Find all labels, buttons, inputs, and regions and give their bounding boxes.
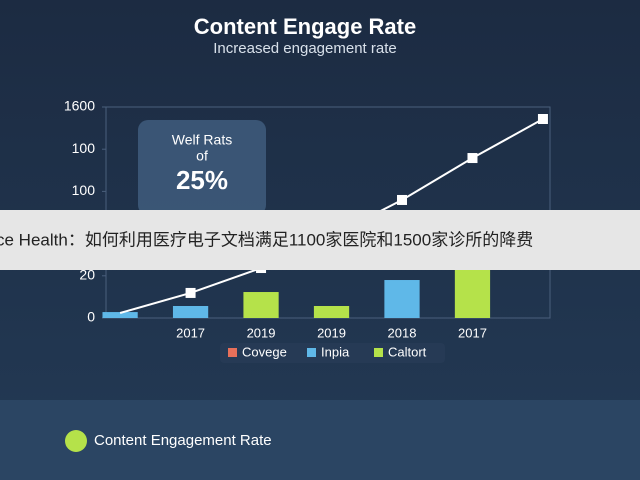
y-tick-label: 100 <box>72 140 96 156</box>
bar <box>384 280 420 318</box>
y-tick-label: 20 <box>79 267 95 283</box>
legend-label: Caltort <box>388 344 427 359</box>
bar <box>172 305 209 318</box>
callout-text: Welf Rats <box>172 132 232 148</box>
chart-title: Content Engage Rate <box>194 14 416 39</box>
banner <box>0 210 640 270</box>
footer-icon <box>65 430 87 452</box>
line-marker <box>467 153 478 164</box>
banner-text: ce Health：如何利用医疗电子文档满足1100家医院和1500家诊所的降费 <box>0 230 533 249</box>
bar <box>313 305 350 318</box>
callout-value: 25% <box>176 165 228 195</box>
legend-box <box>220 343 445 363</box>
callout-box <box>138 120 266 215</box>
legend-swatch <box>374 348 383 357</box>
legend-label: Covege <box>242 344 287 359</box>
line-marker <box>537 114 548 125</box>
x-tick-label: 2019 <box>317 325 346 340</box>
bar <box>102 312 138 318</box>
y-tick-label: 100 <box>72 182 96 198</box>
bar <box>243 292 279 318</box>
x-tick-label: 2018 <box>388 325 417 340</box>
x-tick-label: 2017 <box>458 325 487 340</box>
callout-text: of <box>196 148 208 164</box>
chart-subtitle: Increased engagement rate <box>213 40 396 57</box>
x-tick-label: 2017 <box>176 325 205 340</box>
y-tick-label: 1600 <box>64 98 95 114</box>
footer-band <box>0 400 640 480</box>
legend-swatch <box>307 348 316 357</box>
x-tick-label: 2019 <box>247 325 276 340</box>
y-tick-label: 0 <box>87 309 95 325</box>
legend-swatch <box>228 348 237 357</box>
line-marker <box>185 287 196 298</box>
legend-label: Inpia <box>321 344 350 359</box>
footer-text: Content Engagement Rate <box>94 432 272 449</box>
line-marker <box>397 194 407 205</box>
